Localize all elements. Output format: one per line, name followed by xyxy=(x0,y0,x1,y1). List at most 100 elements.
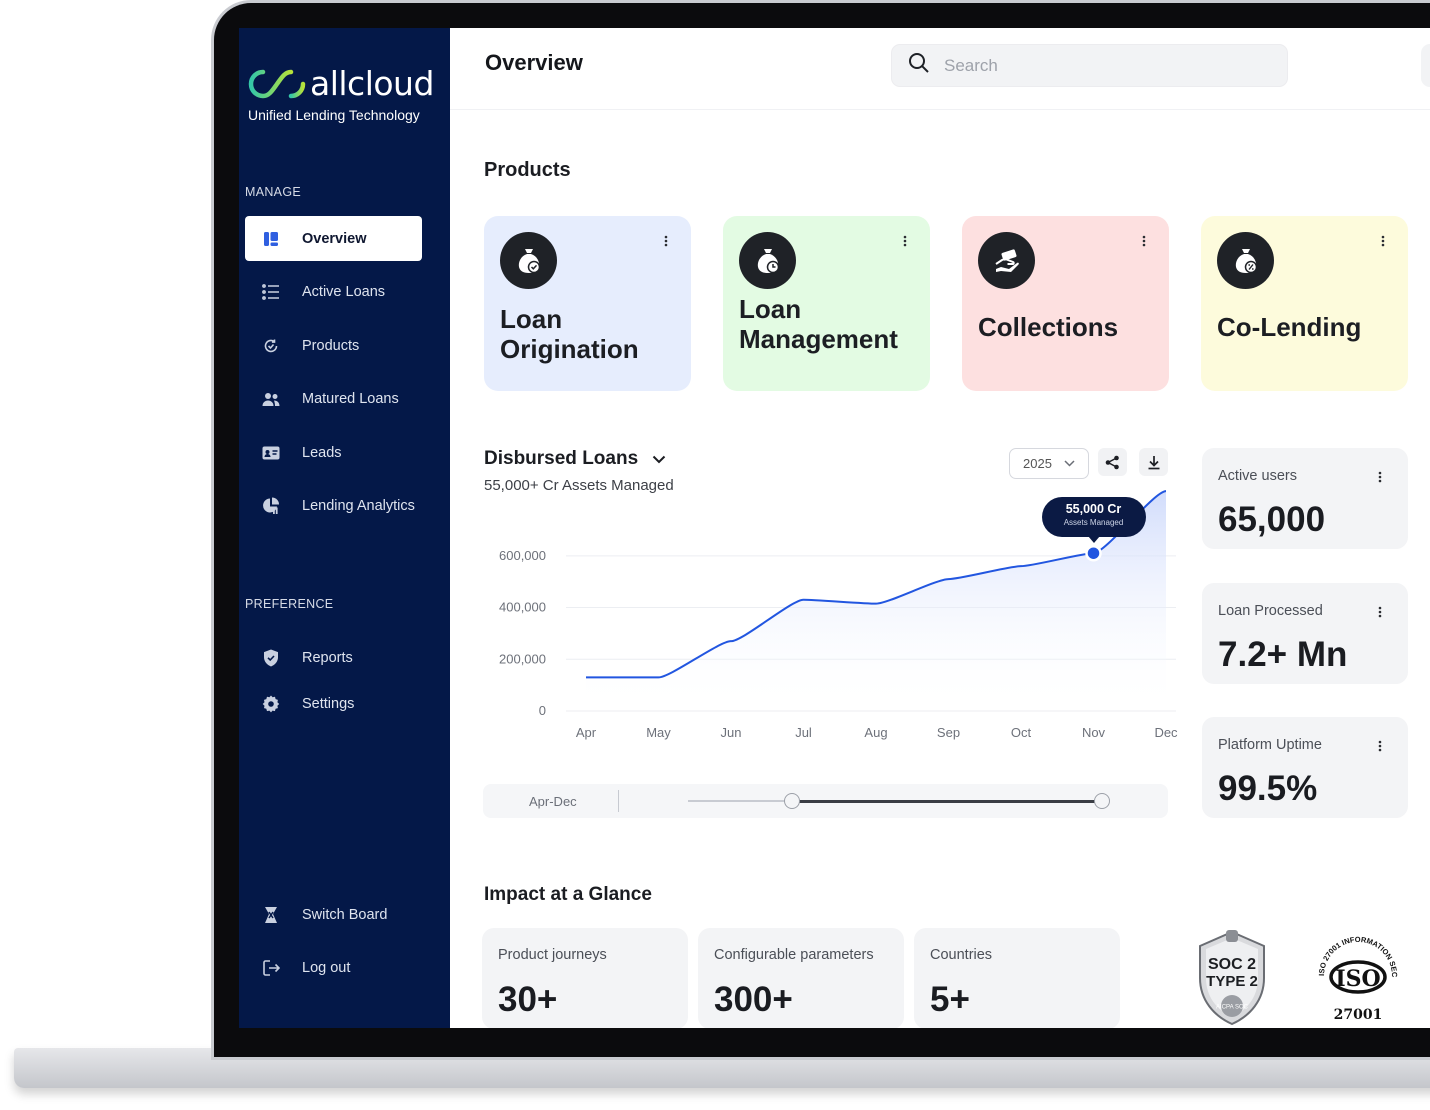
pie-chart-icon xyxy=(262,497,280,515)
gear-icon xyxy=(262,695,280,713)
sidebar-item-settings[interactable]: Settings xyxy=(245,681,422,726)
impact-card-countries: Countries 5+ xyxy=(914,928,1120,1028)
iso-number: 27001 xyxy=(1334,1007,1383,1023)
brand-name: allcloud xyxy=(310,64,434,103)
chevron-down-icon xyxy=(1064,460,1075,467)
iso-27001-badge: ISO 27001 INFORMATION SECURITY ISO 27001 xyxy=(1307,921,1406,1028)
preference-section-label: PREFERENCE xyxy=(245,597,334,611)
app-screen: allcloud Unified Lending Technology MANA… xyxy=(239,28,1430,1028)
header-action-button[interactable] xyxy=(1421,44,1430,87)
impact-card-product-journeys: Product journeys 30+ xyxy=(482,928,688,1028)
year-select[interactable]: 2025 xyxy=(1009,448,1089,479)
search-bar[interactable] xyxy=(891,44,1288,87)
sidebar-item-matured-loans[interactable]: Matured Loans xyxy=(245,376,422,421)
search-input[interactable] xyxy=(944,55,1244,76)
product-name-line1: Co-Lending xyxy=(1217,312,1362,342)
top-header: Overview xyxy=(450,28,1430,110)
product-name-line1: Loan xyxy=(739,294,802,324)
range-end-handle[interactable] xyxy=(1094,793,1110,809)
more-options-icon[interactable] xyxy=(1374,470,1386,484)
sidebar-item-overview[interactable]: Overview xyxy=(245,216,422,261)
share-button[interactable] xyxy=(1098,448,1127,476)
more-options-icon[interactable] xyxy=(1374,605,1386,619)
sidebar-item-lending-analytics[interactable]: Lending Analytics xyxy=(245,483,422,528)
sidebar-item-reports[interactable]: Reports xyxy=(245,635,422,680)
highlight-point[interactable] xyxy=(1085,544,1102,562)
page-title: Overview xyxy=(485,50,583,75)
money-bag-clock-icon xyxy=(739,232,796,289)
stat-card-loan-processed[interactable]: Loan Processed 7.2+ Mn xyxy=(1202,583,1408,684)
impact-value: 5+ xyxy=(930,980,970,1019)
y-tick-label: 600,000 xyxy=(499,548,546,563)
chart-subtitle: 55,000+ Cr Assets Managed xyxy=(484,477,674,494)
product-name: Collections xyxy=(978,312,1158,342)
shield-icon xyxy=(262,649,280,667)
range-track xyxy=(688,793,1110,809)
sidebar-item-active-loans[interactable]: Active Loans xyxy=(245,269,422,314)
more-options-icon[interactable] xyxy=(898,234,912,248)
chart-title: Disbursed Loans xyxy=(484,448,639,469)
refresh-icon xyxy=(262,337,280,355)
sidebar-item-switch-board[interactable]: Switch Board xyxy=(245,892,422,937)
tooltip-value: 55,000 Cr xyxy=(1065,502,1122,517)
product-name: Co-Lending xyxy=(1217,312,1397,342)
id-card-icon xyxy=(262,444,280,462)
sidebar: allcloud Unified Lending Technology MANA… xyxy=(239,28,450,1028)
soc-line2: TYPE 2 xyxy=(1206,973,1258,990)
product-card-loan-origination[interactable]: Loan Origination xyxy=(484,216,691,391)
chart-title-dropdown[interactable]: Disbursed Loans xyxy=(484,448,666,470)
y-tick-label: 0 xyxy=(539,703,546,718)
disbursed-loans-chart: 0 200,000 400,000 600,000 Apr May Jun Jul Aug Se… xyxy=(499,490,1178,740)
sidebar-item-label: Settings xyxy=(302,695,355,712)
range-start-handle[interactable] xyxy=(783,793,800,809)
product-card-co-lending[interactable]: Co-Lending xyxy=(1201,216,1408,391)
products-heading: Products xyxy=(484,159,571,181)
sidebar-item-leads[interactable]: Leads xyxy=(245,430,422,475)
sidebar-item-label: Active Loans xyxy=(302,283,386,300)
more-options-icon[interactable] xyxy=(1137,234,1151,248)
brand-tagline: Unified Lending Technology xyxy=(248,107,420,123)
overview-icon xyxy=(262,230,280,248)
soc-seal-text: AICPA SOC xyxy=(1216,1005,1249,1011)
logo-mark-icon xyxy=(248,69,306,99)
x-tick-label: Jul xyxy=(795,725,812,740)
product-card-loan-management[interactable]: Loan Management xyxy=(723,216,930,391)
x-tick-label: Sep xyxy=(937,725,960,740)
more-options-icon[interactable] xyxy=(659,234,673,248)
more-options-icon[interactable] xyxy=(1374,739,1386,753)
users-icon xyxy=(262,390,280,408)
main-content: Products Loan Origination Loan Ma xyxy=(450,110,1430,1028)
download-button[interactable] xyxy=(1139,448,1168,476)
chart-area xyxy=(586,491,1166,711)
product-card-collections[interactable]: Collections xyxy=(962,216,1169,391)
impact-value: 30+ xyxy=(498,980,558,1019)
more-options-icon[interactable] xyxy=(1376,234,1390,248)
stat-value: 99.5% xyxy=(1218,769,1318,808)
soc2-type2-badge: SOC 2 TYPE 2 AICPA SOC xyxy=(1196,928,1268,1026)
x-tick-label: Nov xyxy=(1082,725,1106,740)
chart-tooltip: 55,000 Cr Assets Managed xyxy=(1041,497,1146,544)
tooltip-label: Assets Managed xyxy=(1063,518,1124,528)
soc-line1: SOC 2 xyxy=(1208,956,1256,973)
stat-card-active-users[interactable]: Active users 65,000 xyxy=(1202,448,1408,549)
switch-icon xyxy=(262,906,280,924)
sidebar-item-products[interactable]: Products xyxy=(245,323,422,368)
stat-card-platform-uptime[interactable]: Platform Uptime 99.5% xyxy=(1202,717,1408,818)
x-tick-label: Oct xyxy=(1011,725,1032,740)
brand-logo[interactable]: allcloud xyxy=(248,64,448,104)
impact-label: Countries xyxy=(930,947,993,963)
sidebar-item-label: Overview xyxy=(302,230,367,247)
date-range-slider[interactable]: Apr-Dec xyxy=(483,784,1168,818)
search-icon xyxy=(908,52,930,79)
download-icon xyxy=(1147,455,1161,470)
y-tick-label: 400,000 xyxy=(499,600,546,615)
sidebar-item-logout[interactable]: Log out xyxy=(245,945,422,990)
y-tick-label: 200,000 xyxy=(499,651,546,666)
impact-heading: Impact at a Glance xyxy=(484,884,652,905)
manage-section-label: MANAGE xyxy=(245,185,301,199)
range-label: Apr-Dec xyxy=(529,794,577,809)
stat-label: Platform Uptime xyxy=(1218,737,1322,753)
range-divider xyxy=(618,790,619,812)
sidebar-item-label: Log out xyxy=(302,959,351,976)
product-name: Loan Origination xyxy=(500,304,680,364)
